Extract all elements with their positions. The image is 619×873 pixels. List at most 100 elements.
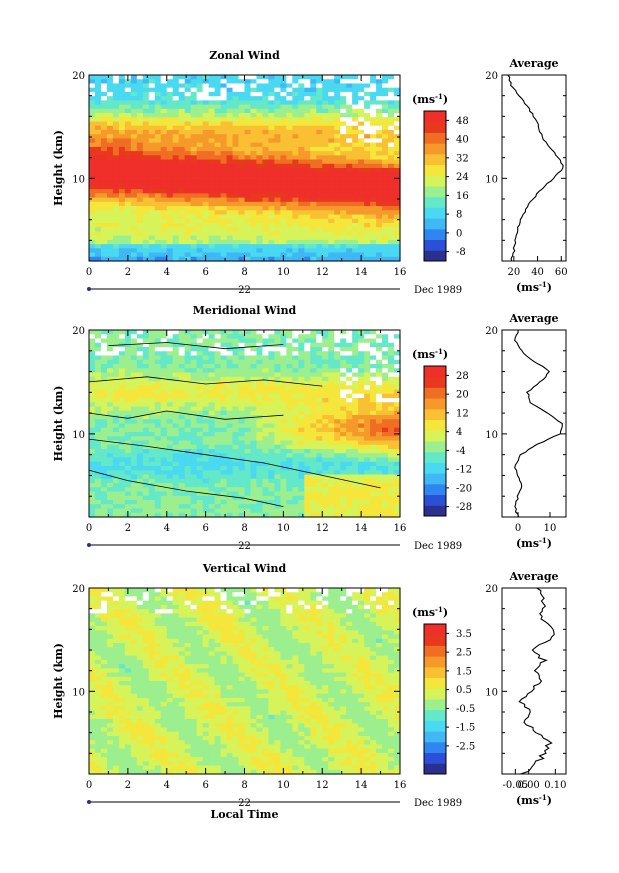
heatmap-cell (250, 427, 258, 433)
heatmap-cell (382, 432, 389, 437)
heatmap-cell (340, 436, 347, 442)
heatmap-cell (214, 470, 222, 476)
heatmap-cell (136, 359, 144, 365)
heatmap-cell (196, 466, 204, 471)
heatmap-cell (196, 355, 204, 361)
heatmap-cell (214, 180, 222, 186)
heatmap-cell (154, 100, 162, 106)
heatmap-cell (89, 252, 96, 258)
heatmap-cell (322, 376, 329, 382)
heatmap-cell (220, 495, 228, 501)
contour-line (108, 342, 284, 350)
heatmap-cell (388, 134, 395, 140)
heatmap-cell (184, 214, 192, 220)
heatmap-cell (160, 210, 168, 216)
heatmap-cell (232, 470, 240, 476)
heatmap-cell (370, 457, 377, 463)
heatmap-cell (142, 491, 150, 497)
heatmap-cell (364, 227, 371, 233)
heatmap-cell (100, 461, 108, 467)
heatmap-cell (310, 222, 317, 228)
heatmap-cell (166, 155, 174, 161)
heatmap-cell (142, 121, 150, 127)
heatmap-cell (172, 113, 180, 118)
heatmap-cell (274, 351, 281, 357)
x-tick-label: 4 (164, 523, 170, 534)
heatmap-cell (100, 410, 108, 416)
heatmap-cell (94, 359, 102, 365)
heatmap-cell (112, 436, 120, 442)
heatmap-cell (208, 376, 216, 382)
heatmap-cell (112, 368, 120, 374)
heatmap-cell (244, 385, 252, 391)
heatmap-cell (112, 351, 120, 357)
heatmap-cell (340, 134, 347, 140)
heatmap-cell (334, 342, 341, 348)
heatmap-cell (274, 330, 281, 335)
heatmap-cell (238, 334, 246, 340)
heatmap-cell (118, 222, 126, 228)
heatmap-cell (124, 508, 132, 514)
heatmap-cell (262, 470, 270, 476)
x-tick-label: 16 (394, 523, 407, 534)
heatmap-cell (154, 453, 162, 459)
heatmap-cell (328, 108, 335, 114)
heatmap-cell (280, 146, 287, 152)
heatmap-cell (130, 470, 138, 476)
heatmap-cell (172, 478, 180, 484)
heatmap-cell (124, 121, 132, 127)
heatmap-cell (172, 206, 180, 211)
heatmap-cell (94, 239, 102, 245)
heatmap-cell (328, 159, 335, 165)
heatmap-cell (130, 355, 138, 361)
heatmap-cell (352, 338, 359, 344)
heatmap-cell (202, 227, 210, 233)
heatmap-cell (220, 142, 228, 148)
heatmap-cell (166, 470, 174, 476)
heatmap-cell (112, 406, 120, 412)
heatmap-cell (202, 244, 210, 249)
heatmap-cell (106, 244, 114, 249)
heatmap-cell (376, 500, 383, 505)
heatmap-cell (280, 487, 287, 493)
heatmap-cell (130, 381, 138, 386)
heatmap-cell (346, 398, 353, 403)
heatmap-cell (328, 193, 335, 199)
heatmap-cell (196, 449, 204, 454)
heatmap-cell (112, 432, 120, 437)
heatmap-cell (274, 83, 281, 89)
heatmap-cell (208, 347, 216, 352)
heatmap-cell (388, 83, 395, 89)
heatmap-cell (382, 449, 389, 454)
heatmap-cell (334, 189, 341, 194)
heatmap-cell (268, 449, 275, 454)
heatmap-cell (226, 134, 234, 140)
heatmap-cell (346, 125, 353, 131)
heatmap-cell (190, 125, 198, 131)
heatmap-cell (148, 487, 156, 493)
heatmap-cell (148, 117, 156, 123)
heatmap-cell (298, 134, 305, 140)
heatmap-cell (376, 440, 383, 446)
heatmap-cell (154, 470, 162, 476)
heatmap-cell (226, 180, 234, 186)
heatmap-cell (202, 436, 210, 442)
heatmap-cell (376, 406, 383, 412)
heatmap-cell (124, 210, 132, 216)
heatmap-cell (89, 151, 96, 156)
heatmap-cell (358, 436, 365, 442)
heatmap-cell (166, 151, 174, 156)
heatmap-cell (196, 453, 204, 459)
heatmap-cell (172, 487, 180, 493)
heatmap-cell (268, 368, 275, 374)
heatmap-cell (106, 449, 114, 454)
heatmap-cell (178, 376, 186, 382)
heatmap-cell (394, 142, 401, 148)
heatmap-cell (250, 381, 258, 386)
heatmap-cell (232, 406, 240, 412)
heatmap-cell (394, 206, 401, 211)
heatmap-cell (184, 423, 192, 429)
heatmap-cell (274, 206, 281, 211)
heatmap-cell (208, 227, 216, 233)
heatmap-cell (340, 256, 347, 262)
